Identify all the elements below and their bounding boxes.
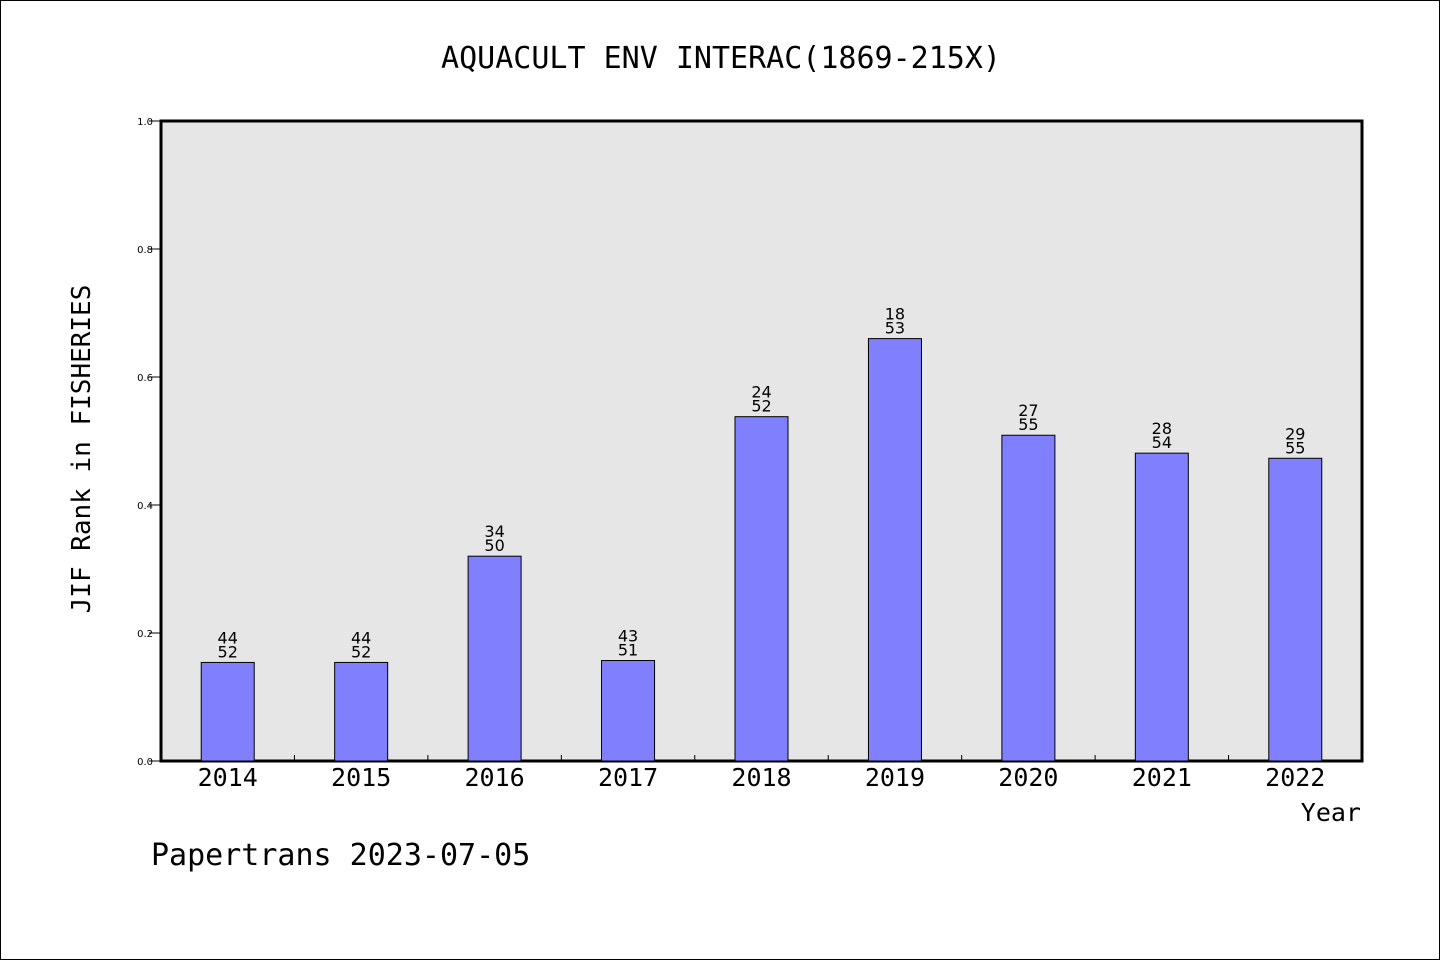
- bar: [200, 661, 255, 762]
- y-tick-label: 0.6: [137, 373, 153, 384]
- x-tick-label: 2017: [598, 763, 658, 792]
- bar: [867, 338, 922, 762]
- bar-label-rank: 44: [351, 628, 371, 647]
- bar: [467, 555, 522, 762]
- x-tick-label: 2018: [731, 763, 791, 792]
- bar-label-total: 54: [1152, 433, 1172, 452]
- x-tick-label: 2022: [1265, 763, 1325, 792]
- bar-label-rank: 29: [1285, 424, 1305, 443]
- bar: [334, 661, 389, 762]
- bar-label-rank: 28: [1152, 419, 1172, 438]
- bar: [601, 660, 656, 762]
- bar-label-total: 55: [1285, 438, 1305, 457]
- bar-label-total: 53: [885, 319, 905, 338]
- bar: [1134, 452, 1189, 762]
- x-tick-label: 2021: [1132, 763, 1192, 792]
- bar-label-rank: 27: [1018, 401, 1038, 420]
- y-tick-label: 1.0: [137, 117, 153, 128]
- bar: [1001, 434, 1056, 762]
- bar-label-rank: 24: [751, 383, 771, 402]
- bar-label-total: 52: [351, 642, 371, 661]
- y-tick-label: 0.0: [137, 757, 153, 768]
- x-tick-label: 2020: [998, 763, 1058, 792]
- bar-label-total: 52: [751, 397, 771, 416]
- bar-label-rank: 34: [484, 522, 504, 541]
- y-tick-label: 0.2: [137, 629, 153, 640]
- y-axis-label: JIF Rank in FISHERIES: [67, 285, 97, 614]
- bar-label-rank: 18: [885, 305, 905, 324]
- chart-title: AQUACULT ENV INTERAC(1869-215X): [441, 41, 1001, 76]
- x-tick-label: 2016: [465, 763, 525, 792]
- x-tick-label: 2019: [865, 763, 925, 792]
- bar-label-total: 52: [218, 642, 238, 661]
- bar-label-rank: 44: [218, 628, 238, 647]
- bar: [1268, 457, 1323, 762]
- x-tick-label: 2015: [331, 763, 391, 792]
- x-tick-label: 2014: [198, 763, 258, 792]
- bar-label-total: 55: [1018, 415, 1038, 434]
- y-tick-label: 0.4: [137, 501, 153, 512]
- x-axis-label: Year: [1301, 798, 1361, 827]
- bar-label-total: 51: [618, 641, 638, 660]
- y-tick-label: 0.8: [137, 245, 153, 256]
- footer-date: Papertrans 2023-07-05: [151, 838, 530, 873]
- bar-label-rank: 43: [618, 627, 638, 646]
- x-axis: 2014 2015 2016 2017 2018 2019 2020 2021 2022: [198, 755, 1325, 792]
- bar: [734, 416, 789, 762]
- bar-label-total: 50: [484, 536, 504, 555]
- y-axis: 0.0 0.2 0.4 0.6 0.8 1.0: [137, 117, 161, 768]
